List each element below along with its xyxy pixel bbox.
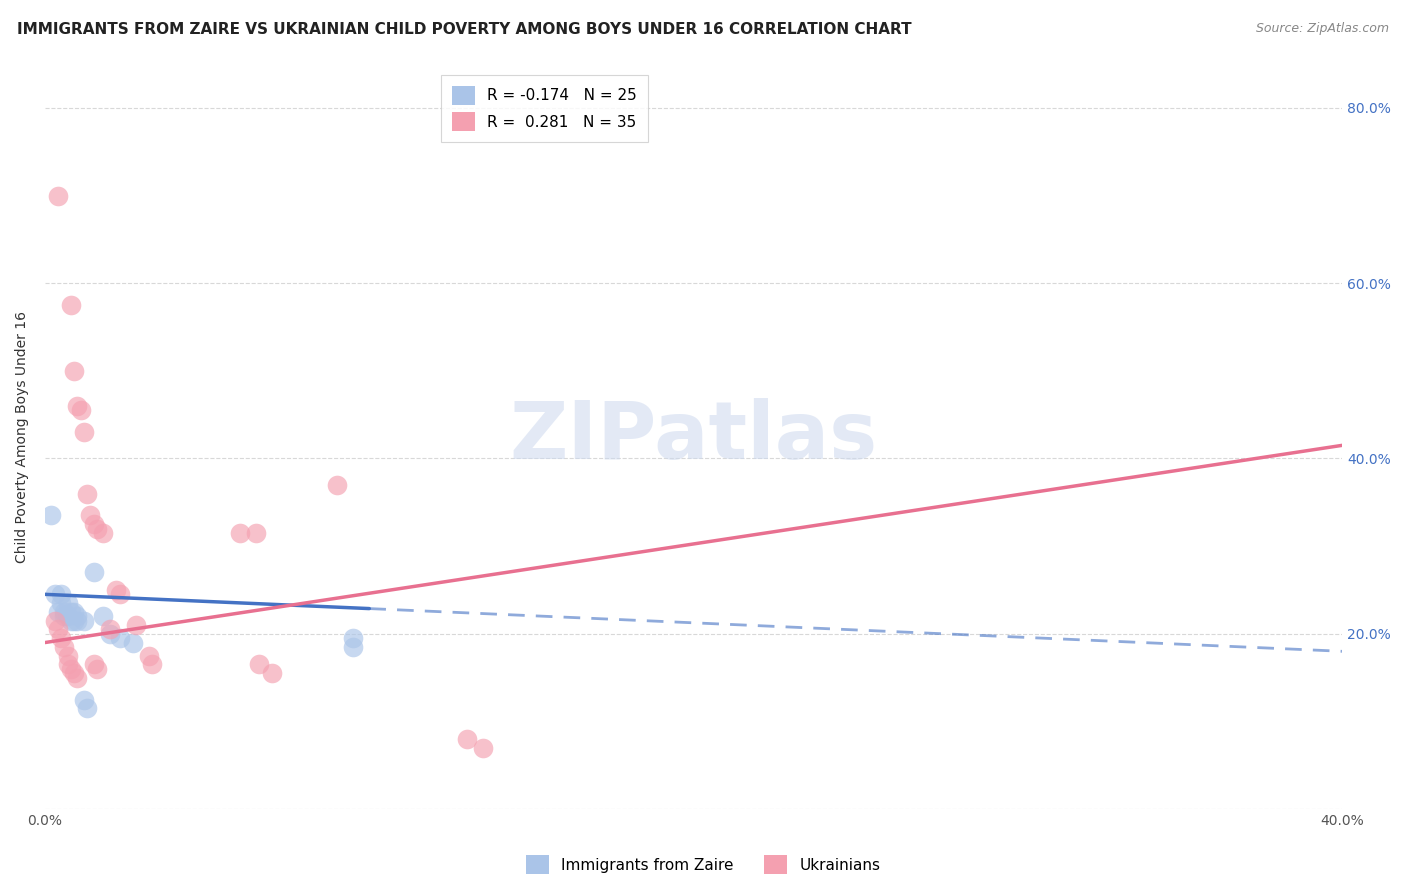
Y-axis label: Child Poverty Among Boys Under 16: Child Poverty Among Boys Under 16 bbox=[15, 310, 30, 563]
Point bbox=[342, 631, 364, 645]
Point bbox=[66, 399, 89, 413]
Point bbox=[59, 605, 82, 619]
Point bbox=[86, 522, 108, 536]
Point bbox=[56, 657, 79, 672]
Point bbox=[66, 671, 89, 685]
Point bbox=[51, 587, 73, 601]
Point bbox=[46, 623, 69, 637]
Text: IMMIGRANTS FROM ZAIRE VS UKRAINIAN CHILD POVERTY AMONG BOYS UNDER 16 CORRELATION: IMMIGRANTS FROM ZAIRE VS UKRAINIAN CHILD… bbox=[17, 22, 911, 37]
Point bbox=[76, 486, 98, 500]
Point bbox=[73, 425, 96, 440]
Point bbox=[56, 609, 79, 624]
Point bbox=[63, 614, 86, 628]
Point bbox=[56, 596, 79, 610]
Point bbox=[93, 526, 115, 541]
Point bbox=[46, 188, 69, 202]
Point bbox=[83, 517, 105, 532]
Point bbox=[44, 587, 66, 601]
Point bbox=[326, 477, 349, 491]
Point bbox=[66, 614, 89, 628]
Point bbox=[105, 582, 128, 597]
Point bbox=[260, 666, 283, 681]
Point bbox=[456, 731, 478, 746]
Point bbox=[63, 364, 86, 378]
Point bbox=[44, 614, 66, 628]
Point bbox=[138, 648, 160, 663]
Point bbox=[342, 640, 364, 654]
Point bbox=[121, 635, 143, 649]
Point bbox=[141, 657, 163, 672]
Point bbox=[125, 618, 148, 632]
Point bbox=[79, 508, 101, 523]
Point bbox=[53, 640, 76, 654]
Text: ZIPatlas: ZIPatlas bbox=[509, 398, 877, 475]
Point bbox=[51, 631, 73, 645]
Point bbox=[46, 605, 69, 619]
Point bbox=[41, 508, 63, 523]
Point bbox=[63, 666, 86, 681]
Legend: R = -0.174   N = 25, R =  0.281   N = 35: R = -0.174 N = 25, R = 0.281 N = 35 bbox=[441, 76, 648, 142]
Point bbox=[93, 609, 115, 624]
Point bbox=[98, 623, 121, 637]
Point bbox=[59, 614, 82, 628]
Point bbox=[51, 596, 73, 610]
Point bbox=[76, 701, 98, 715]
Point bbox=[108, 631, 131, 645]
Point bbox=[86, 662, 108, 676]
Point bbox=[245, 526, 267, 541]
Point bbox=[247, 657, 270, 672]
Point bbox=[73, 692, 96, 706]
Point bbox=[66, 609, 89, 624]
Text: Source: ZipAtlas.com: Source: ZipAtlas.com bbox=[1256, 22, 1389, 36]
Point bbox=[59, 662, 82, 676]
Point bbox=[83, 657, 105, 672]
Point bbox=[56, 648, 79, 663]
Point bbox=[83, 566, 105, 580]
Point bbox=[53, 609, 76, 624]
Point bbox=[59, 298, 82, 312]
Point bbox=[108, 587, 131, 601]
Point bbox=[63, 605, 86, 619]
Point bbox=[471, 740, 494, 755]
Point bbox=[53, 605, 76, 619]
Point bbox=[228, 526, 250, 541]
Point bbox=[98, 627, 121, 641]
Point bbox=[69, 403, 91, 417]
Point bbox=[73, 614, 96, 628]
Legend: Immigrants from Zaire, Ukrainians: Immigrants from Zaire, Ukrainians bbox=[520, 849, 886, 880]
